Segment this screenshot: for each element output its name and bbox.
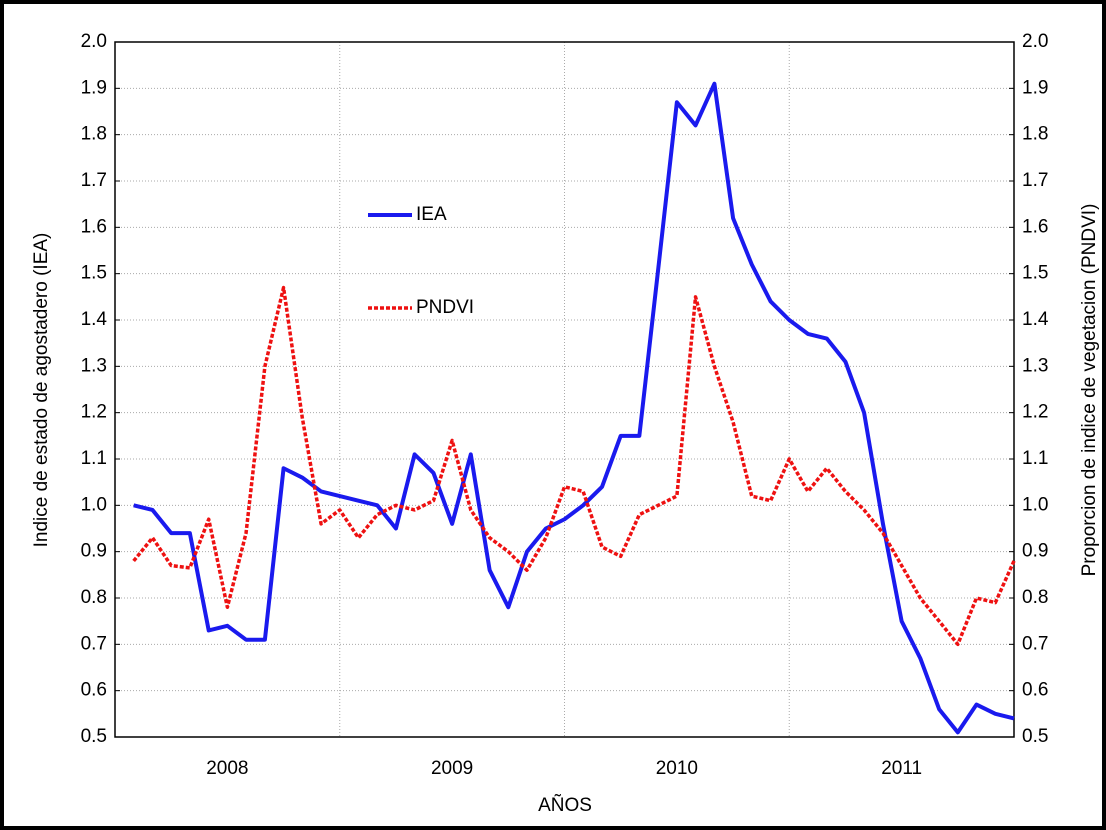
y-tick-label: 1.1 bbox=[81, 448, 107, 469]
y-tick-label: 1.3 bbox=[81, 355, 107, 376]
y2-tick-label: 1.9 bbox=[1022, 77, 1048, 98]
y2-axis-label: Proporcion de indice de vegetacion (PNDV… bbox=[1079, 204, 1100, 577]
plot-frame bbox=[114, 41, 1015, 738]
y2-tick-label: 1.5 bbox=[1022, 263, 1048, 284]
data-line bbox=[132, 285, 1016, 647]
y2-tick-label: 1.0 bbox=[1022, 494, 1048, 515]
y2-tick-label: 1.6 bbox=[1022, 216, 1048, 237]
x-tick-label: 2008 bbox=[206, 758, 248, 779]
y-tick-label: 0.7 bbox=[81, 633, 107, 654]
y2-tick-label: 1.7 bbox=[1022, 170, 1048, 191]
y-tick-label: 1.5 bbox=[81, 263, 107, 284]
y-tick-label: 0.8 bbox=[81, 587, 107, 608]
y2-tick-label: 0.5 bbox=[1022, 726, 1048, 747]
y-axis-label: Indice de estado de agostadero (IEA) bbox=[31, 233, 52, 548]
y-tick-label: 0.5 bbox=[81, 726, 107, 747]
y-tick-label: 1.0 bbox=[81, 494, 107, 515]
y2-tick-label: 1.4 bbox=[1022, 309, 1049, 330]
y2-tick-label: 1.2 bbox=[1022, 402, 1048, 423]
y2-tick-label: 0.8 bbox=[1022, 587, 1048, 608]
y-tick-label: 1.4 bbox=[81, 309, 108, 330]
y-tick-label: 1.6 bbox=[81, 216, 107, 237]
y-tick-label: 1.2 bbox=[81, 402, 107, 423]
y-tick-label: 0.9 bbox=[81, 541, 107, 562]
y-tick-label: 1.7 bbox=[81, 170, 107, 191]
legend-label: PNDVI bbox=[416, 297, 474, 318]
y2-tick-label: 1.3 bbox=[1022, 355, 1048, 376]
y-tick-label: 0.6 bbox=[81, 680, 107, 701]
data-line bbox=[133, 81, 1015, 735]
x-tick-label: 2011 bbox=[881, 758, 922, 779]
y2-tick-label: 1.8 bbox=[1022, 124, 1048, 145]
y2-tick-label: 0.7 bbox=[1022, 633, 1048, 654]
x-tick-label: 2009 bbox=[431, 758, 473, 779]
y2-tick-label: 0.9 bbox=[1022, 541, 1048, 562]
y-tick-label: 1.9 bbox=[81, 77, 107, 98]
x-tick-label: 2010 bbox=[656, 758, 698, 779]
legend-label: IEA bbox=[416, 204, 447, 225]
y2-tick-label: 2.0 bbox=[1022, 31, 1048, 52]
y2-tick-label: 0.6 bbox=[1022, 680, 1048, 701]
y-tick-label: 2.0 bbox=[81, 31, 107, 52]
x-axis-label: AÑOS bbox=[538, 794, 592, 816]
y2-tick-label: 1.1 bbox=[1022, 448, 1048, 469]
y-tick-label: 1.8 bbox=[81, 124, 107, 145]
